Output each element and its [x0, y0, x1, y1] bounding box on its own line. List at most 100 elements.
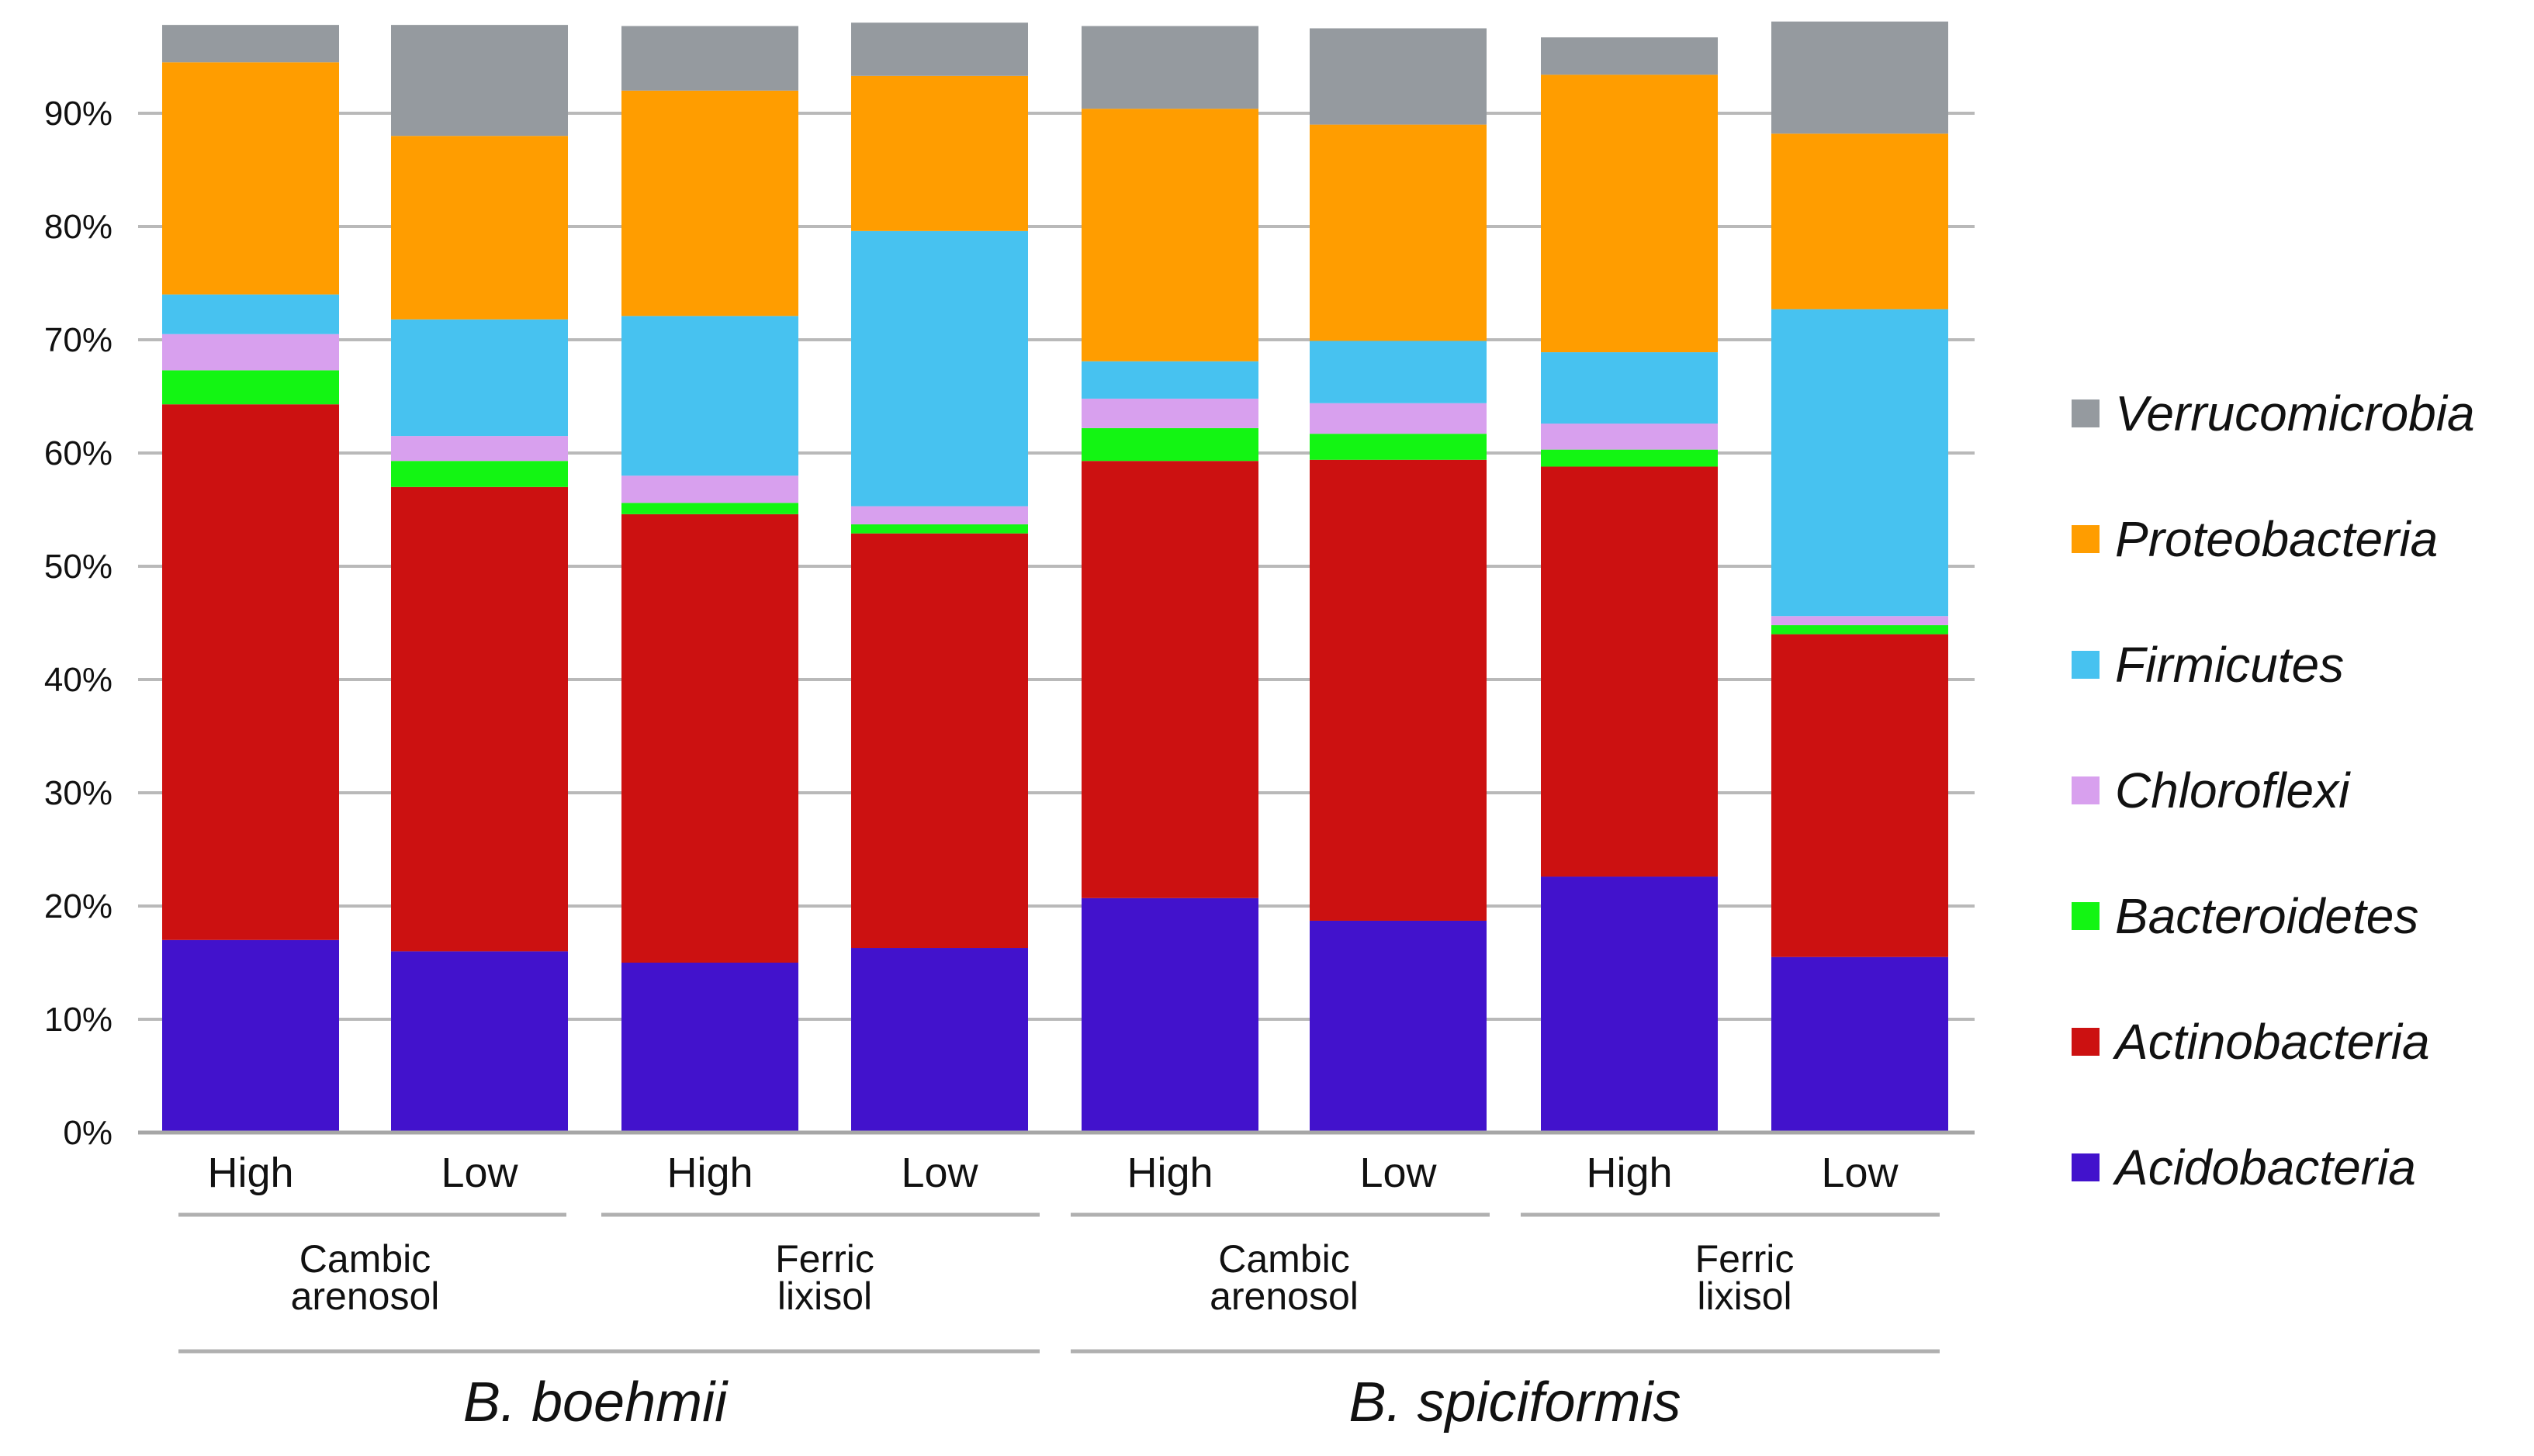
bar-segment-verrucomicrobia	[391, 25, 568, 137]
soil-group-label: Cambic	[299, 1237, 431, 1281]
bar-segment-firmicutes	[1082, 361, 1258, 399]
y-tick-label: 30%	[44, 774, 113, 812]
x-category-label: High	[666, 1150, 753, 1196]
bar-segment-bacteroidetes	[162, 370, 339, 405]
legend: Verrucomicrobia Proteobacteria Firmicutes C…	[2072, 386, 2475, 1195]
bar-segment-verrucomicrobia	[1082, 26, 1258, 109]
bar-segment-acidobacteria	[851, 948, 1028, 1133]
bar-segment-chloroflexi	[1541, 424, 1718, 450]
bar-segment-acidobacteria	[621, 963, 798, 1133]
bar-segment-bacteroidetes	[851, 524, 1028, 534]
bar-segment-chloroflexi	[1082, 398, 1258, 428]
legend-swatch	[2072, 525, 2100, 553]
legend-label: Chloroflexi	[2115, 763, 2351, 818]
bar-segment-verrucomicrobia	[162, 25, 339, 63]
bar-segment-acidobacteria	[1082, 897, 1258, 1133]
bar-segment-bacteroidetes	[1771, 624, 1948, 635]
y-tick-label: 10%	[44, 1001, 113, 1039]
bar-segment-proteobacteria	[621, 90, 798, 316]
legend-swatch	[2072, 651, 2100, 679]
bar-segment-firmicutes	[1310, 341, 1487, 403]
axes	[138, 1130, 1975, 1354]
soil-group-label: Ferric	[1695, 1237, 1795, 1281]
x-category-label: High	[207, 1150, 293, 1196]
legend-label: Proteobacteria	[2115, 511, 2438, 567]
legend-swatch	[2072, 902, 2100, 930]
bar-segment-acidobacteria	[1541, 877, 1718, 1133]
bar-segment-actinobacteria	[1541, 466, 1718, 877]
species-group-label: B. boehmii	[463, 1371, 729, 1434]
soil-group-label: lixisol	[777, 1274, 872, 1318]
soil-group-label: lixisol	[1697, 1274, 1791, 1318]
bar-segment-verrucomicrobia	[851, 22, 1028, 76]
y-tick-label: 0%	[63, 1114, 113, 1152]
legend-label: Bacteroidetes	[2115, 888, 2418, 944]
x-category-label: Low	[1821, 1150, 1899, 1196]
bar-segment-acidobacteria	[1771, 956, 1948, 1133]
bars	[162, 21, 1948, 1133]
x-category-label: Low	[901, 1150, 978, 1196]
labels: 0% 10% 20% 30% 40% 50% 60% 70% 80% 90% High Low High…	[44, 95, 1899, 1434]
legend-swatch	[2072, 399, 2100, 427]
bar-segment-firmicutes	[162, 294, 339, 334]
bar-segment-proteobacteria	[162, 62, 339, 295]
bar-segment-chloroflexi	[851, 506, 1028, 524]
legend-label: Acidobacteria	[2112, 1140, 2416, 1195]
bar-segment-proteobacteria	[1771, 133, 1948, 310]
bar-segment-proteobacteria	[1082, 109, 1258, 361]
y-tick-label: 70%	[44, 321, 113, 359]
bar-segment-proteobacteria	[851, 75, 1028, 231]
legend-label: Actinobacteria	[2112, 1014, 2430, 1070]
bar-segment-acidobacteria	[1310, 920, 1487, 1133]
bar-segment-actinobacteria	[1771, 634, 1948, 957]
bar-segment-actinobacteria	[1082, 461, 1258, 898]
bar-segment-verrucomicrobia	[1310, 28, 1487, 125]
bar-segment-acidobacteria	[162, 939, 339, 1133]
bar-segment-actinobacteria	[1310, 459, 1487, 921]
x-category-label: Low	[441, 1150, 518, 1196]
soil-group-label: Cambic	[1218, 1237, 1349, 1281]
legend-swatch	[2072, 776, 2100, 804]
soil-group-label: arenosol	[291, 1274, 440, 1318]
x-category-label: High	[1586, 1150, 1672, 1196]
bar-segment-firmicutes	[1541, 352, 1718, 424]
legend-swatch	[2072, 1028, 2100, 1056]
bar-segment-chloroflexi	[391, 436, 568, 462]
bar-segment-chloroflexi	[621, 476, 798, 503]
bar-segment-proteobacteria	[1541, 74, 1718, 353]
x-category-label: Low	[1359, 1150, 1437, 1196]
legend-swatch	[2072, 1153, 2100, 1181]
bar-segment-bacteroidetes	[391, 461, 568, 487]
bar-segment-firmicutes	[621, 316, 798, 476]
bar-segment-bacteroidetes	[621, 503, 798, 514]
bar-segment-verrucomicrobia	[1771, 21, 1948, 134]
species-group-label: B. spiciformis	[1348, 1371, 1681, 1434]
bar-segment-bacteroidetes	[1310, 434, 1487, 460]
bar-segment-verrucomicrobia	[621, 26, 798, 91]
y-tick-label: 80%	[44, 208, 113, 246]
y-tick-label: 50%	[44, 548, 113, 586]
bar-segment-bacteroidetes	[1082, 427, 1258, 462]
bar-segment-firmicutes	[1771, 309, 1948, 617]
soil-group-label: Ferric	[775, 1237, 874, 1281]
bar-segment-proteobacteria	[391, 136, 568, 320]
bar-segment-chloroflexi	[1310, 403, 1487, 434]
legend-label: Verrucomicrobia	[2115, 386, 2475, 441]
bar-segment-proteobacteria	[1310, 124, 1487, 341]
bar-segment-verrucomicrobia	[1541, 37, 1718, 75]
y-tick-label: 90%	[44, 95, 113, 133]
y-tick-label: 40%	[44, 661, 113, 699]
bar-segment-acidobacteria	[391, 951, 568, 1133]
bar-segment-actinobacteria	[621, 514, 798, 963]
legend-label: Firmicutes	[2115, 637, 2344, 693]
bar-segment-firmicutes	[851, 230, 1028, 507]
y-tick-label: 20%	[44, 887, 113, 925]
bar-segment-firmicutes	[391, 319, 568, 437]
bar-segment-bacteroidetes	[1541, 449, 1718, 467]
x-category-label: High	[1127, 1150, 1213, 1196]
y-tick-label: 60%	[44, 434, 113, 472]
bar-segment-actinobacteria	[391, 486, 568, 952]
bar-segment-actinobacteria	[162, 404, 339, 940]
soil-group-label: arenosol	[1210, 1274, 1359, 1318]
